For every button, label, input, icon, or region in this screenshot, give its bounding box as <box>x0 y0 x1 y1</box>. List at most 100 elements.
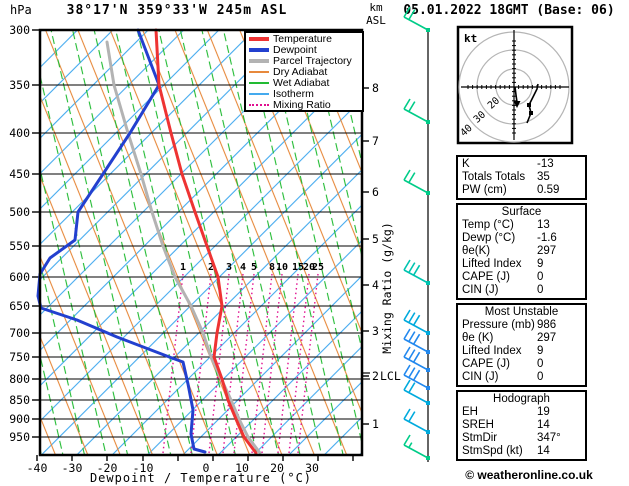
wind-barb-feather <box>408 172 416 184</box>
legend-item: Isotherm <box>246 88 362 99</box>
table-row: Dewp (°C) -1.6 <box>462 232 581 245</box>
wind-barb-feather <box>408 442 413 449</box>
table-row: Lifted Index 9 <box>462 258 581 271</box>
legend-label: Parcel Trajectory <box>273 54 352 67</box>
table-row: SREH 14 <box>462 419 581 432</box>
wind-barb-feather <box>403 6 411 18</box>
wind-barb <box>403 309 430 335</box>
wind-barb-feather <box>412 264 421 276</box>
wind-barb-feather <box>408 367 416 379</box>
table-row-value: 0.59 <box>537 184 560 196</box>
stats-table-hodograph: Hodograph EH 19 SREH 14 StmDir 347° StmSpd (kt)… <box>456 390 587 461</box>
km-tick-label: 4 <box>372 278 379 292</box>
wind-barb <box>403 169 430 195</box>
wind-barb-feather <box>408 349 416 361</box>
table-row-label: StmSpd (kt) <box>462 445 523 457</box>
x-tick-label: 10 <box>235 461 249 475</box>
km-tick-label: 7 <box>372 134 379 148</box>
table-row-label: EH <box>462 406 478 418</box>
pressure-tick-label: 300 <box>9 23 30 37</box>
table-row: EH 19 <box>462 406 581 419</box>
table-row-label: Temp (°C) <box>462 219 514 231</box>
wind-barb-feather <box>412 333 421 345</box>
pressure-axis-unit: hPa <box>10 3 32 17</box>
lcl-label: LCL <box>380 369 401 383</box>
legend-item: Dry Adiabat <box>246 66 362 77</box>
legend-swatch <box>249 36 269 41</box>
wind-barb-feather <box>403 169 411 181</box>
wind-barb <box>403 98 430 124</box>
mixing-ratio-label: 10 <box>276 262 288 273</box>
table-row-value: 9 <box>537 345 544 357</box>
wind-barb-feather <box>403 434 411 446</box>
km-tick-label: 6 <box>372 185 379 199</box>
legend-label: Dry Adiabat <box>273 65 328 78</box>
table-row-label: Pressure (mb) <box>462 319 535 331</box>
wind-barb-feather <box>408 262 416 274</box>
table-row: CAPE (J) 0 <box>462 271 581 284</box>
mixing-ratio-label: 1 <box>180 262 186 273</box>
x-tick-label: -40 <box>27 461 48 475</box>
table-row: StmSpd (kt) 14 <box>462 445 581 458</box>
wind-barb-stem <box>403 374 429 389</box>
x-tick-label: 0 <box>203 461 210 475</box>
wind-barb <box>403 346 430 372</box>
table-row-label: PW (cm) <box>462 184 507 196</box>
pressure-tick-label: 600 <box>9 270 30 284</box>
wind-barb-stem <box>403 444 429 459</box>
table-row-label: SREH <box>462 419 494 431</box>
table-row-value: 0 <box>537 371 544 383</box>
x-tick-label: 30 <box>305 461 319 475</box>
wind-barb <box>403 328 430 354</box>
table-row-label: CAPE (J) <box>462 358 510 370</box>
datetime-title: 05.01.2022 18GMT (Base: 06) <box>403 3 615 18</box>
legend-label: Temperature <box>273 32 332 45</box>
pressure-tick-label: 450 <box>9 167 30 181</box>
legend-swatch <box>249 70 269 73</box>
table-row-label: Lifted Index <box>462 258 522 270</box>
table-row-label: K <box>462 158 470 170</box>
legend-label: Dewpoint <box>273 43 317 56</box>
wind-barb-feather <box>403 309 411 321</box>
table-row-value: 35 <box>537 171 550 183</box>
copyright: © weatheronline.co.uk <box>465 468 593 482</box>
wind-barb <box>403 6 430 32</box>
table-row: CAPE (J) 0 <box>462 358 581 371</box>
legend-item: Temperature <box>246 33 362 44</box>
table-row-value: 19 <box>537 406 550 418</box>
mixing-ratio-label: 4 <box>240 262 246 273</box>
pressure-tick-label: 900 <box>9 412 30 426</box>
legend-label: Mixing Ratio <box>273 98 331 111</box>
chart-legend: Temperature Dewpoint Parcel Trajectory Dry … <box>244 31 364 112</box>
stats-table-most-unstable: Most Unstable Pressure (mb) 986 θe (K) 297 Li… <box>456 303 587 387</box>
series-parcel-trajectory <box>105 40 262 455</box>
table-row-value: 0 <box>537 358 544 370</box>
hodograph-marker <box>529 111 533 115</box>
mixing-ratio-axis-label: Mixing Ratio (g/kg) <box>380 222 394 354</box>
mixing-ratio-label: 25 <box>312 262 324 273</box>
table-row-value: 9 <box>537 258 544 270</box>
wind-barb-feather <box>408 312 416 324</box>
table-row-label: θe (K) <box>462 332 494 344</box>
table-row: θe (K) 297 <box>462 332 581 345</box>
pressure-tick-label: 850 <box>9 393 30 407</box>
wind-barb <box>403 434 430 460</box>
km-tick-label: 5 <box>372 232 379 246</box>
wind-barb <box>403 408 430 434</box>
table-row-value: 297 <box>537 245 557 257</box>
mixing-ratio-label: 8 <box>269 262 275 273</box>
table-row-value: 986 <box>537 319 557 331</box>
x-axis-label: Dewpoint / Temperature (°C) <box>89 471 313 485</box>
legend-label: Isotherm <box>273 87 314 100</box>
station-title: 38°17'N 359°33'W 245m ASL <box>66 3 288 18</box>
table-title: Surface <box>501 206 542 218</box>
table-row: StmDir 347° <box>462 432 581 445</box>
pressure-tick-label: 700 <box>9 326 30 340</box>
wind-barb-stem <box>403 16 429 31</box>
x-tick-label: -20 <box>97 461 118 475</box>
table-row: θe(K) 297 <box>462 245 581 258</box>
table-row: Lifted Index 9 <box>462 345 581 358</box>
legend-item: Parcel Trajectory <box>246 55 362 66</box>
wind-barb-feather <box>412 314 421 326</box>
table-row: PW (cm) 0.59 <box>462 184 581 197</box>
